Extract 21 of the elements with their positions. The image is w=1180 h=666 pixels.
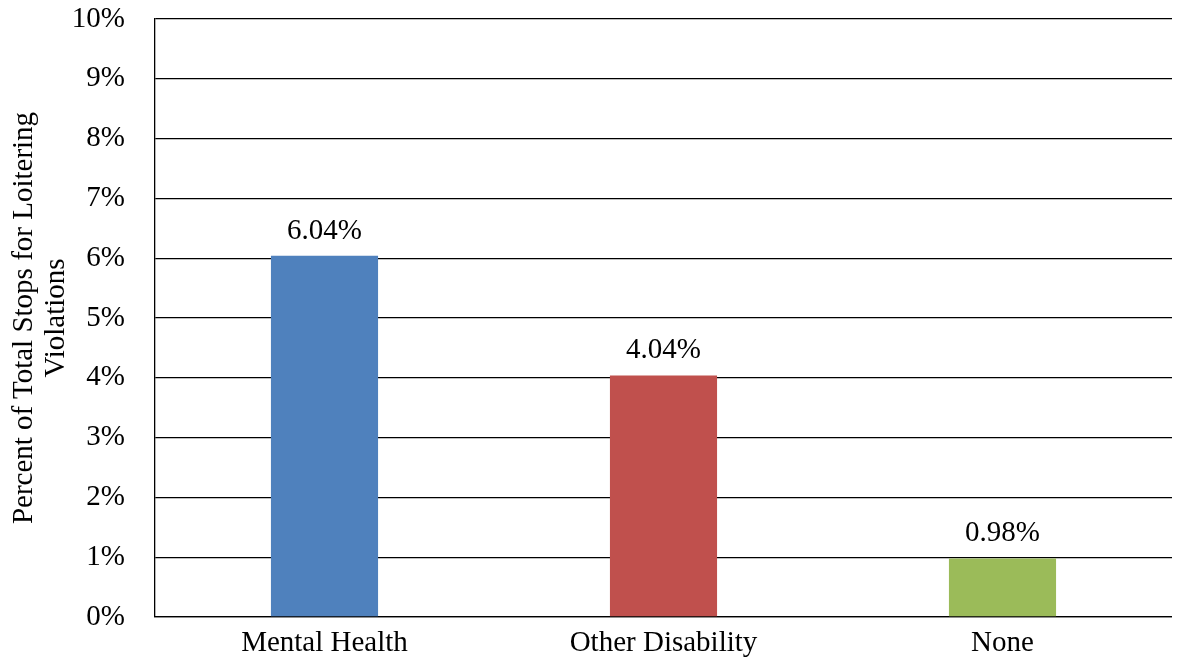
- y-tick-label: 6%: [86, 239, 125, 272]
- data-label: 6.04%: [287, 212, 362, 245]
- x-tick-label: Other Disability: [569, 625, 758, 658]
- x-tick-label: Mental Health: [241, 625, 409, 658]
- x-tick-label: None: [971, 625, 1034, 658]
- y-tick-label: 0%: [86, 598, 125, 631]
- data-label: 0.98%: [965, 515, 1040, 548]
- bar: [948, 558, 1057, 617]
- y-tick-label: 8%: [86, 120, 125, 153]
- bar: [609, 375, 718, 617]
- y-tick-label: 4%: [86, 359, 125, 392]
- y-tick-label: 5%: [86, 299, 125, 332]
- y-tick-label: 7%: [86, 180, 125, 213]
- y-axis-title: Percent of Total Stops for Loitering Violations: [5, 111, 71, 525]
- y-tick-label: 3%: [86, 419, 125, 452]
- y-tick-label: 1%: [86, 538, 125, 571]
- y-tick-label: 9%: [86, 60, 125, 93]
- y-tick-label: 2%: [86, 479, 125, 512]
- y-tick-label: 10%: [71, 0, 125, 33]
- data-label: 4.04%: [626, 332, 701, 365]
- bar: [270, 255, 379, 617]
